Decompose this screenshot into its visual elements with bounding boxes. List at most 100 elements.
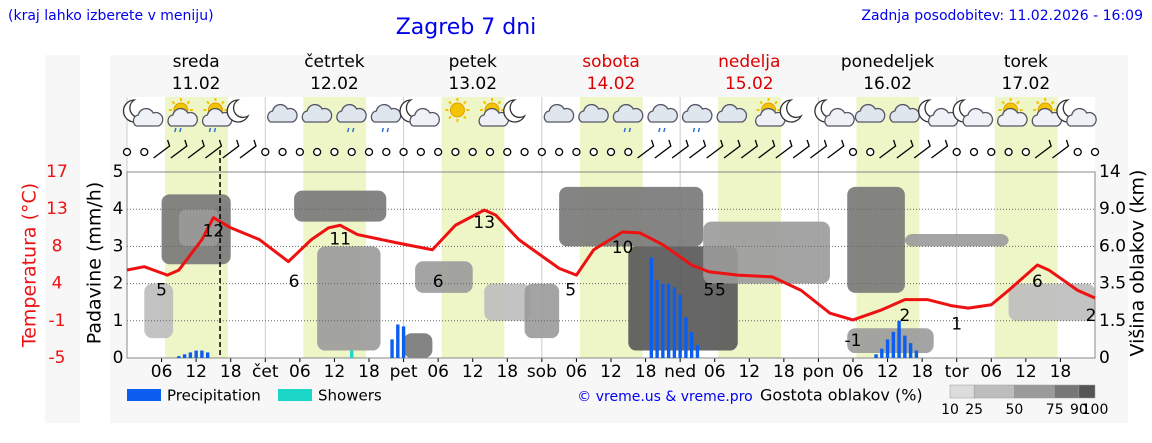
wind-barb [827, 139, 845, 159]
precip-bar [188, 352, 193, 358]
calm-wind [969, 147, 979, 157]
calm-wind [520, 147, 529, 157]
icon-part [1035, 100, 1040, 105]
density-tick-label: 90 [1070, 402, 1088, 418]
icon-part [448, 115, 452, 120]
cloud-patch [294, 190, 387, 222]
y2-tick-label: 3.5 [1099, 274, 1126, 294]
weather-icon [478, 98, 510, 127]
day-date: 16.02 [863, 74, 912, 94]
weather-icon [716, 103, 748, 123]
icon-part [463, 115, 467, 120]
x-tick-label: 18 [635, 362, 657, 382]
day-name: torek [1004, 52, 1048, 72]
icon-part [463, 100, 467, 105]
calm-wind [606, 147, 616, 157]
temp-label: 12 [203, 221, 225, 241]
icon-part [206, 100, 210, 105]
weather-icon [647, 103, 678, 133]
temp-label: 10 [612, 238, 634, 258]
hint: (kraj lahko izberete v meniju) [8, 8, 214, 24]
day-name: nedelja [718, 52, 780, 72]
icon-part [174, 127, 182, 133]
wind-barb [879, 139, 897, 159]
day-name: ponedeljek [841, 52, 935, 72]
icon-part [623, 127, 632, 133]
weather-icon [997, 98, 1028, 127]
x-tick-label: čet [252, 362, 279, 382]
y2-axis-title: Višina oblakov (km) [1127, 170, 1149, 357]
wind-barb [792, 139, 810, 159]
temp-label: 2 [899, 306, 910, 326]
day-name: četrtek [304, 52, 365, 72]
legend-swatch [127, 389, 161, 401]
weather-icon [336, 103, 367, 133]
y-tick-label: 0 [113, 348, 124, 368]
cloud-patch [403, 333, 433, 358]
calm-wind [1090, 147, 1100, 157]
weather-icon [612, 103, 644, 133]
temp-tick-label: 8 [52, 236, 63, 256]
icon-part [824, 107, 855, 127]
y2-tick-label: 9.0 [1099, 199, 1126, 219]
x-tick-label: 12 [462, 362, 484, 382]
temp-strip [45, 55, 80, 423]
icon-part [997, 107, 1028, 127]
day-date: 14.02 [587, 74, 636, 94]
day-date: 15.02 [725, 74, 774, 94]
y-axis-title: Padavine (mm/h) [84, 182, 106, 345]
icon-part [497, 100, 502, 105]
icon-part [658, 127, 666, 133]
precip-bar [897, 320, 901, 358]
calm-wind [554, 147, 564, 157]
icon-part [774, 100, 778, 105]
temp-label: 1 [951, 314, 962, 334]
precip-bar [182, 354, 187, 358]
y-tick-label: 3 [113, 236, 124, 256]
wind-barb [1052, 139, 1070, 159]
icon-part [1050, 100, 1055, 105]
copyright: © vreme.us & vreme.pro [577, 389, 752, 405]
wind-barb [671, 139, 689, 159]
cloud-patch [524, 283, 560, 339]
weather-icon [167, 98, 198, 133]
calm-wind [261, 147, 270, 157]
calm-wind [503, 147, 512, 157]
weather-icon [814, 99, 855, 127]
icon-part [692, 127, 701, 133]
weather-icon [201, 98, 233, 133]
x-tick-label: 12 [185, 362, 207, 382]
precip-bar [695, 344, 700, 358]
precip-bar [891, 331, 896, 358]
weather-icon [681, 103, 713, 133]
precip-bar [350, 350, 354, 358]
x-tick-label: 12 [324, 362, 346, 382]
icon-part [208, 127, 217, 133]
precip-bar [684, 317, 688, 358]
calm-wind [330, 147, 339, 157]
wind-barb [913, 139, 931, 159]
weather-icon [226, 99, 250, 123]
calm-wind [278, 147, 287, 157]
wind-barb [637, 139, 655, 159]
temp-tick-label: 17 [46, 162, 68, 182]
weather-icon [779, 99, 803, 123]
precip-bar [177, 356, 181, 358]
calm-wind [537, 147, 547, 157]
calm-wind [952, 147, 961, 157]
precip-bar [678, 294, 682, 358]
x-tick-label: 06 [427, 362, 449, 382]
icon-part [409, 107, 440, 127]
precip-bar [649, 257, 654, 358]
cloud-patch [317, 246, 381, 351]
precip-bar [885, 339, 890, 358]
icon-part [1016, 100, 1020, 105]
plot-frame [126, 171, 1096, 359]
precip-bar [205, 352, 210, 358]
x-tick-label: 18 [358, 362, 380, 382]
weather-icon [543, 103, 575, 123]
x-tick-label: 18 [496, 362, 518, 382]
legend-label: Showers [318, 387, 382, 405]
calm-wind [312, 147, 322, 157]
x-tick-label: 06 [566, 362, 588, 382]
